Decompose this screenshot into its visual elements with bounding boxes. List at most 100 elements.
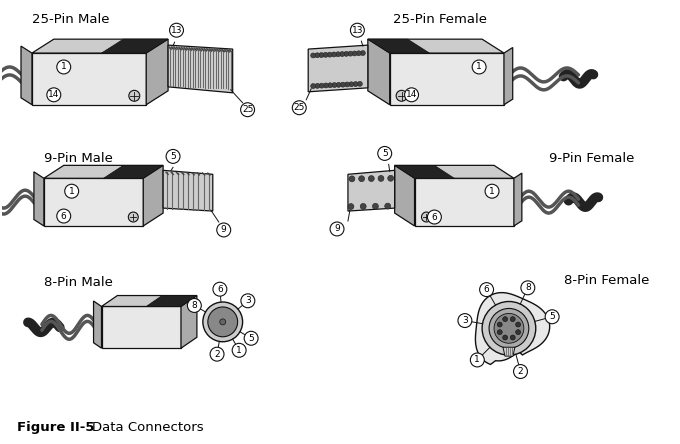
Circle shape	[349, 82, 354, 87]
Circle shape	[65, 184, 79, 198]
Circle shape	[515, 322, 521, 327]
Circle shape	[341, 82, 345, 87]
Circle shape	[471, 353, 484, 367]
Circle shape	[360, 51, 365, 56]
Circle shape	[428, 210, 441, 224]
Polygon shape	[504, 48, 513, 105]
Polygon shape	[101, 296, 197, 306]
Text: 1: 1	[236, 346, 242, 355]
Circle shape	[352, 51, 357, 56]
Text: 1: 1	[476, 63, 482, 71]
Circle shape	[331, 52, 337, 57]
Polygon shape	[368, 39, 504, 53]
Circle shape	[545, 310, 559, 324]
Circle shape	[345, 82, 350, 87]
Circle shape	[385, 203, 391, 209]
Ellipse shape	[396, 90, 407, 101]
Text: 6: 6	[432, 213, 437, 222]
Circle shape	[503, 335, 507, 340]
Text: Figure II-5: Figure II-5	[17, 420, 95, 434]
Polygon shape	[32, 39, 168, 53]
Text: 5: 5	[248, 334, 254, 343]
Circle shape	[515, 329, 521, 335]
Circle shape	[482, 301, 536, 355]
Polygon shape	[103, 165, 163, 178]
Circle shape	[210, 347, 224, 361]
Polygon shape	[146, 296, 197, 306]
Polygon shape	[101, 306, 181, 348]
Text: 3: 3	[462, 316, 468, 325]
Circle shape	[324, 83, 328, 88]
Circle shape	[328, 83, 333, 88]
Circle shape	[513, 365, 528, 378]
Text: 14: 14	[406, 90, 418, 99]
Text: 25: 25	[294, 103, 305, 112]
Polygon shape	[44, 178, 143, 226]
Circle shape	[388, 175, 394, 181]
Circle shape	[349, 176, 355, 182]
Circle shape	[217, 223, 231, 237]
Ellipse shape	[129, 212, 138, 222]
Circle shape	[169, 23, 184, 37]
Circle shape	[319, 52, 324, 58]
Text: 3: 3	[245, 296, 251, 305]
Circle shape	[510, 317, 515, 321]
Circle shape	[348, 51, 353, 56]
Circle shape	[332, 83, 337, 87]
Text: 1: 1	[475, 356, 480, 365]
Polygon shape	[168, 45, 233, 93]
Polygon shape	[394, 165, 514, 178]
Circle shape	[503, 317, 507, 321]
Circle shape	[203, 302, 243, 342]
Circle shape	[327, 52, 333, 57]
Circle shape	[369, 175, 374, 182]
Text: 25: 25	[242, 105, 253, 114]
Text: Data Connectors: Data Connectors	[92, 420, 203, 434]
Text: 14: 14	[48, 90, 59, 99]
Ellipse shape	[422, 212, 431, 222]
Text: 5: 5	[382, 149, 388, 158]
Text: 25-Pin Female: 25-Pin Female	[393, 13, 487, 26]
Circle shape	[323, 52, 328, 57]
Polygon shape	[94, 301, 101, 348]
Polygon shape	[394, 165, 454, 178]
Text: 2: 2	[517, 367, 524, 376]
Circle shape	[489, 309, 529, 348]
Circle shape	[292, 101, 306, 115]
Polygon shape	[475, 293, 549, 365]
Text: 9: 9	[221, 226, 226, 234]
Polygon shape	[101, 39, 168, 53]
Circle shape	[47, 88, 61, 102]
Circle shape	[336, 83, 341, 87]
Text: 6: 6	[483, 285, 490, 294]
Polygon shape	[514, 173, 522, 226]
Text: 8: 8	[192, 301, 197, 310]
Circle shape	[350, 23, 364, 37]
Text: 13: 13	[171, 26, 182, 35]
Circle shape	[378, 147, 392, 160]
Polygon shape	[368, 39, 390, 105]
Circle shape	[485, 184, 499, 198]
Polygon shape	[394, 165, 415, 226]
Circle shape	[220, 319, 226, 325]
Polygon shape	[34, 172, 44, 226]
Circle shape	[340, 52, 345, 56]
Circle shape	[232, 343, 246, 357]
Polygon shape	[32, 53, 146, 105]
Circle shape	[335, 52, 341, 57]
Circle shape	[356, 51, 361, 56]
Polygon shape	[163, 170, 213, 211]
Circle shape	[57, 60, 71, 74]
Text: 25-Pin Male: 25-Pin Male	[32, 13, 109, 26]
Circle shape	[244, 331, 258, 345]
Circle shape	[510, 335, 515, 340]
Text: 13: 13	[352, 26, 363, 35]
Text: 9: 9	[334, 225, 340, 234]
Text: 6: 6	[217, 285, 223, 293]
Circle shape	[521, 281, 534, 295]
Polygon shape	[143, 165, 163, 226]
Circle shape	[348, 203, 354, 210]
Text: 9-Pin Female: 9-Pin Female	[549, 152, 634, 165]
Circle shape	[373, 203, 379, 209]
Text: 1: 1	[69, 186, 75, 196]
